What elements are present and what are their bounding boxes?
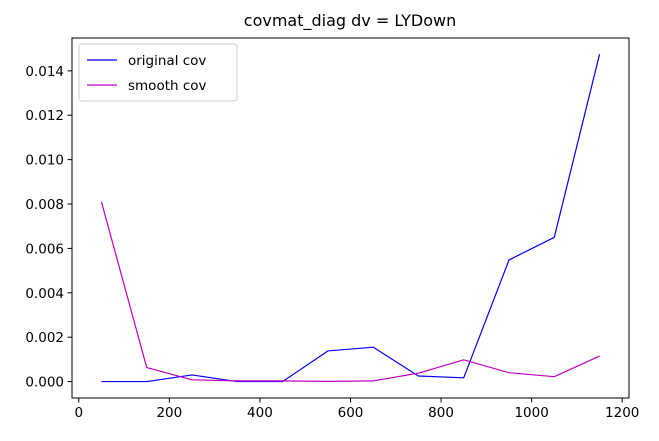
series-line-smooth-cov	[100, 201, 600, 382]
legend: original cov smooth cov	[78, 43, 238, 102]
x-tick-label: 1000	[514, 405, 548, 421]
y-tick-label: 0.006	[25, 241, 64, 257]
x-tick-label: 600	[338, 405, 364, 421]
legend-label: original cov	[128, 53, 206, 69]
y-tick-label: 0.004	[25, 286, 64, 302]
y-tick-label: 0.010	[25, 153, 64, 169]
y-tick-label: 0.000	[25, 375, 64, 391]
plot-area-frame	[71, 37, 630, 399]
y-tick-label: 0.012	[25, 108, 64, 124]
y-tick-label: 0.014	[25, 64, 64, 80]
x-tick-label: 800	[428, 405, 454, 421]
y-axis-ticks: 0.000 0.002 0.004 0.006 0.008 0.010 0.012 0.014	[25, 64, 72, 391]
legend-label: smooth cov	[128, 78, 207, 94]
plot-lines	[100, 54, 601, 383]
y-tick-label: 0.002	[25, 330, 64, 346]
x-tick-label: 0	[74, 405, 83, 421]
x-tick-label: 1200	[605, 405, 639, 421]
legend-box	[78, 43, 238, 102]
x-tick-label: 400	[247, 405, 273, 421]
x-tick-label: 200	[156, 405, 182, 421]
chart-title: covmat_diag dv = LYDown	[244, 11, 456, 31]
series-line-original-cov	[101, 54, 601, 383]
x-axis-ticks: 0 200 400 600 800 1000 1200	[74, 398, 639, 421]
y-tick-label: 0.008	[25, 197, 64, 213]
